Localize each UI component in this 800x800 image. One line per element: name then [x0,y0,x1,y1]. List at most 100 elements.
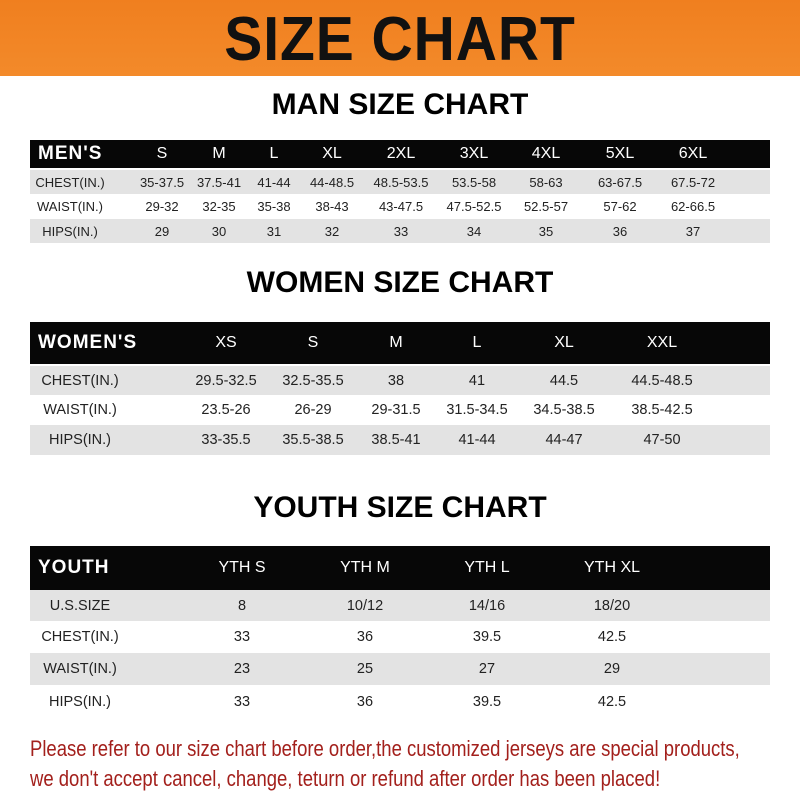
size-header-cell: L [269,145,279,162]
notice-line-1: Please refer to our size chart before or… [30,736,740,761]
measure-label: CHEST(IN.) [41,629,119,645]
table-cell: 38.5-41 [371,432,421,448]
table-cell: 29.5-32.5 [195,372,257,389]
size-header-cell: YTH L [464,559,510,576]
measure-label: CHEST(IN.) [35,174,105,190]
table-cell: 34 [466,223,482,239]
table-cell: 32-35 [202,198,236,214]
table-cell: 44-48.5 [309,174,355,190]
size-header-cell: S [307,334,319,351]
table-cell: 35.5-38.5 [282,432,344,448]
order-notice: Please refer to our size chart before or… [30,734,740,794]
notice-line-2: we don't accept cancel, change, teturn o… [30,766,661,791]
table-cell: 42.5 [597,693,627,710]
table-cell: 52.5-57 [523,198,569,214]
table-row: WAIST(IN.) 29-32 32-35 35-38 38-43 43-47.5 47.… [30,194,770,218]
size-header-cell: 2XL [386,145,416,162]
table-cell: 37 [685,223,701,239]
table-title-cell: WOMEN'S [38,332,138,353]
table-cell: 35-37.5 [139,174,185,190]
size-header-cell: 3XL [459,145,489,162]
table-cell: 47-50 [643,432,681,448]
table-cell: 8 [237,597,247,614]
youth-section-title: YOUTH SIZE CHART [253,491,547,524]
table-row: U.S.SIZE 8 10/12 14/16 18/20 [30,590,770,621]
table-cell: 32.5-35.5 [282,372,344,389]
table-cell: 18/20 [593,597,631,614]
table-cell: 33 [233,629,251,645]
table-cell: 10/12 [346,597,384,614]
table-cell: 29-32 [145,198,179,214]
size-header-cell: L [472,334,482,351]
table-cell: 41-44 [257,174,291,190]
table-cell: 30 [211,223,227,239]
table-cell: 33 [393,223,409,239]
size-header-cell: XS [215,334,237,351]
women-section-title: WOMEN SIZE CHART [246,266,554,299]
table-cell: 44-47 [545,432,583,448]
table-cell: 47.5-52.5 [446,198,502,214]
table-cell: 23.5-26 [201,401,251,418]
table-cell: 44.5 [549,372,579,389]
table-cell: 34.5-38.5 [533,401,595,418]
table-cell: 35-38 [257,198,291,214]
measure-label: U.S.SIZE [49,597,111,614]
table-cell: 43-47.5 [378,198,424,214]
table-cell: 32 [324,223,340,239]
size-header-cell: XXL [646,334,678,351]
table-row: HIPS(IN.) 33-35.5 35.5-38.5 38.5-41 41-44 44-… [30,425,770,455]
size-header-cell: M [212,145,226,162]
table-row: WAIST(IN.) 23 25 27 29 [30,653,770,685]
table-cell: 39.5 [472,693,502,710]
measure-label: WAIST(IN.) [37,198,103,214]
table-cell: 31.5-34.5 [446,401,508,418]
table-row: WAIST(IN.) 23.5-26 26-29 29-31.5 31.5-34.5 34… [30,395,770,424]
table-cell: 14/16 [468,597,506,614]
table-cell: 36 [612,223,628,239]
table-cell: 57-62 [603,198,637,214]
table-cell: 35 [538,223,554,239]
table-row: HIPS(IN.) 29 30 31 32 33 34 35 36 37 [30,219,770,243]
table-title-cell: MEN'S [38,143,103,164]
table-cell: 58-63 [529,174,563,190]
measure-label: HIPS(IN.) [42,223,98,239]
table-cell: 37.5-41 [196,174,242,190]
table-cell: 39.5 [472,629,502,645]
size-header-cell: S [156,145,168,162]
table-cell: 27 [478,661,496,677]
measure-label: HIPS(IN.) [48,432,112,448]
table-cell: 31 [266,223,282,239]
women-header-row: WOMEN'S XS S M L XL XXL [30,322,770,364]
size-header-cell: YTH XL [583,559,641,576]
table-cell: 33 [233,693,251,710]
table-cell: 41-44 [458,432,496,448]
banner-title: SIZE CHART [224,5,576,74]
table-cell: 23 [233,661,251,677]
size-header-cell: 5XL [605,145,635,162]
table-cell: 38 [387,372,405,389]
table-cell: 63-67.5 [597,174,643,190]
table-cell: 29-31.5 [371,401,421,418]
table-cell: 44.5-48.5 [631,372,693,389]
table-row: CHEST(IN.) 33 36 39.5 42.5 [30,621,770,653]
table-row: CHEST(IN.) 35-37.5 37.5-41 41-44 44-48.5 48.5… [30,170,770,194]
size-header-cell: 4XL [531,145,561,162]
table-row: HIPS(IN.) 33 36 39.5 42.5 [30,686,770,717]
table-cell: 29 [154,223,170,239]
measure-label: WAIST(IN.) [43,401,117,418]
table-cell: 67.5-72 [670,174,716,190]
banner: SIZE CHART [0,0,800,76]
table-cell: 29 [603,661,621,677]
table-cell: 38-43 [315,198,349,214]
size-header-cell: YTH M [340,559,390,576]
size-header-cell: M [389,334,403,351]
table-title-cell: YOUTH [38,557,110,578]
table-cell: 62-66.5 [670,198,716,214]
table-cell: 26-29 [294,401,332,418]
size-header-cell: XL [554,334,574,351]
table-cell: 48.5-53.5 [373,174,429,190]
table-cell: 38.5-42.5 [631,401,693,418]
table-cell: 53.5-58 [451,174,497,190]
size-header-cell: 6XL [678,145,708,162]
measure-label: HIPS(IN.) [48,693,112,710]
